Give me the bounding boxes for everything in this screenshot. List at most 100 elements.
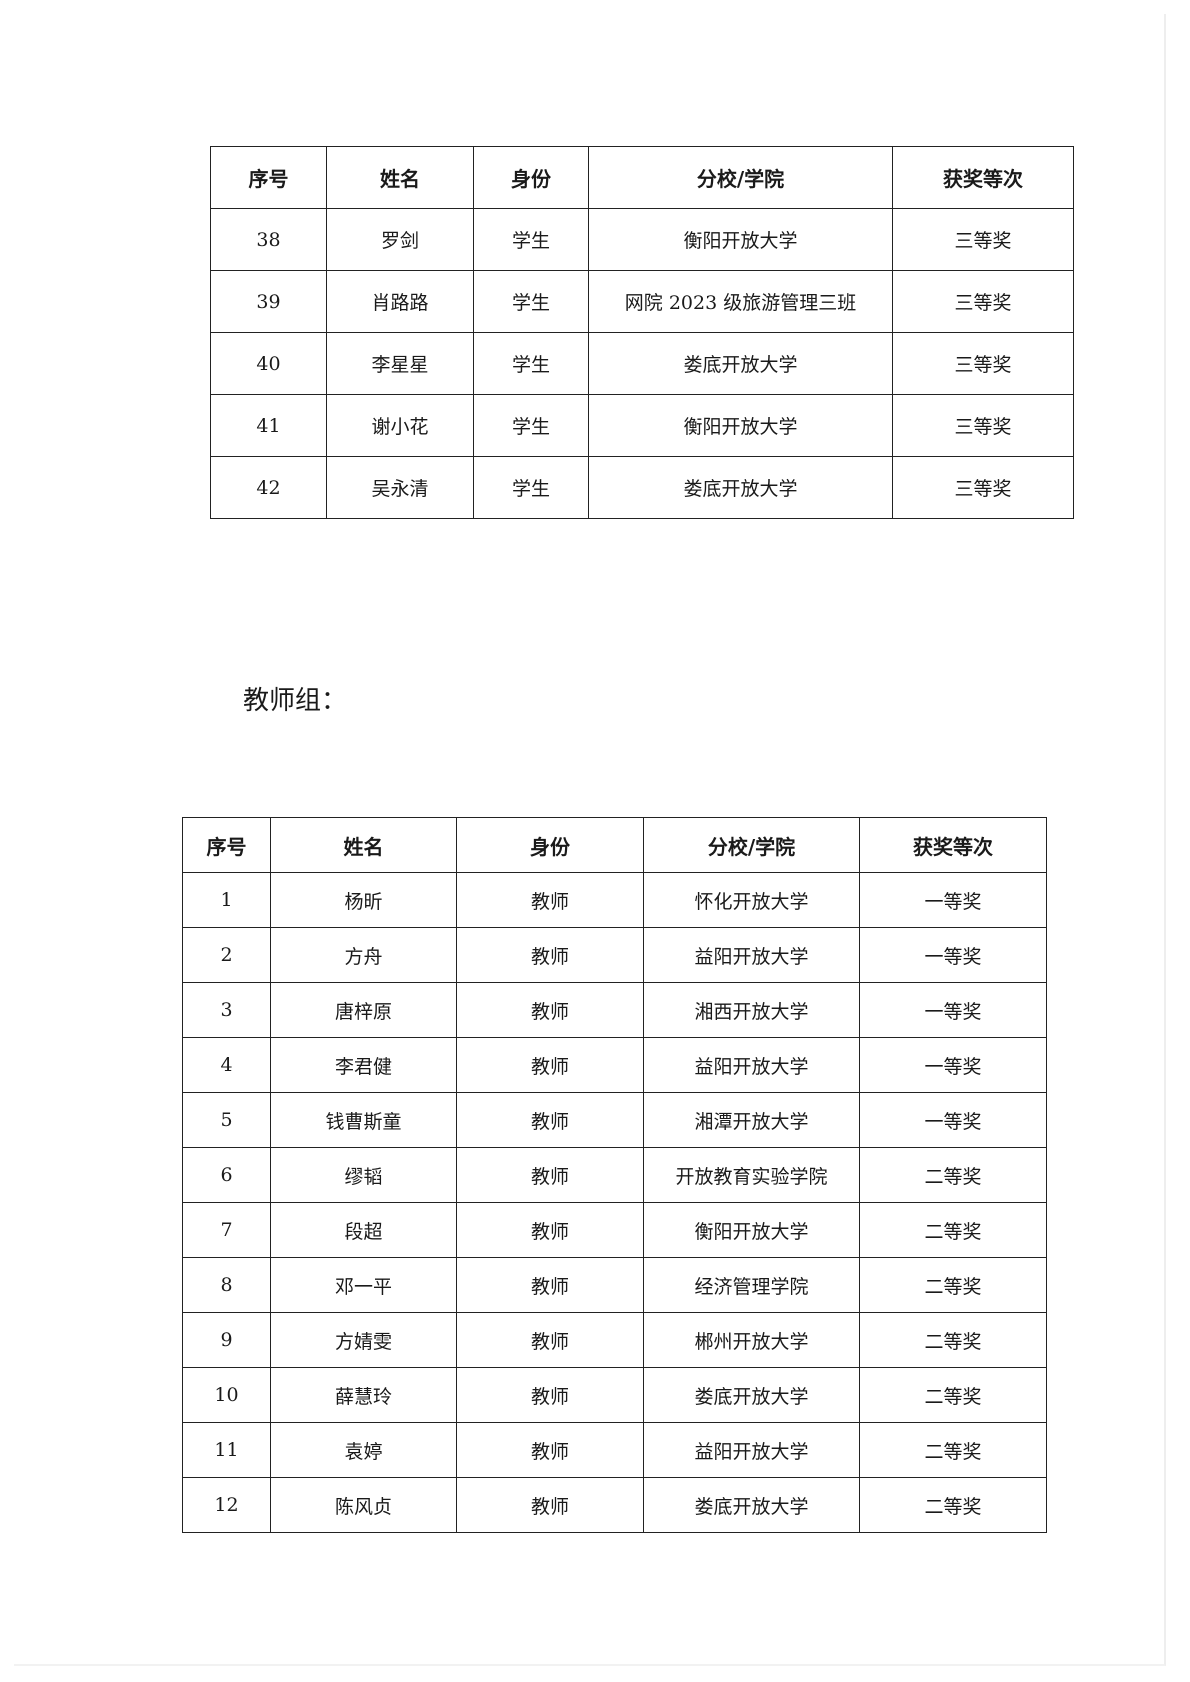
cell-index: 41 — [210, 394, 327, 457]
cell-school: 郴州开放大学 — [643, 1312, 860, 1368]
cell-school: 怀化开放大学 — [643, 872, 860, 928]
table-row: 8 邓一平 教师 经济管理学院 二等奖 — [182, 1257, 1047, 1313]
col-header-school: 分校/学院 — [643, 817, 860, 873]
cell-award: 三等奖 — [892, 332, 1074, 395]
cell-index: 4 — [182, 1037, 271, 1093]
table-row: 11 袁婷 教师 益阳开放大学 二等奖 — [182, 1422, 1047, 1478]
cell-name: 邓一平 — [270, 1257, 457, 1313]
table-row: 42 吴永清 学生 娄底开放大学 三等奖 — [210, 456, 1074, 519]
cell-name: 陈风贞 — [270, 1477, 457, 1533]
cell-name: 方舟 — [270, 927, 457, 983]
col-header-school: 分校/学院 — [588, 146, 893, 209]
cell-role: 教师 — [456, 1257, 644, 1313]
teacher-award-table: 序号 姓名 身份 分校/学院 获奖等次 1 杨昕 教师 怀化开放大学 一等奖 2 方舟 教师益… — [182, 817, 1047, 1533]
table-row: 5 钱曹斯童 教师 湘潭开放大学 一等奖 — [182, 1092, 1047, 1148]
cell-index: 8 — [182, 1257, 271, 1313]
cell-role: 学生 — [473, 332, 589, 395]
cell-index: 40 — [210, 332, 327, 395]
col-header-role: 身份 — [473, 146, 589, 209]
cell-index: 38 — [210, 208, 327, 271]
cell-award: 一等奖 — [859, 872, 1047, 928]
cell-award: 二等奖 — [859, 1422, 1047, 1478]
cell-award: 二等奖 — [859, 1202, 1047, 1258]
cell-award: 一等奖 — [859, 1037, 1047, 1093]
cell-award: 三等奖 — [892, 456, 1074, 519]
col-header-award: 获奖等次 — [892, 146, 1074, 209]
col-header-role: 身份 — [456, 817, 644, 873]
cell-school: 经济管理学院 — [643, 1257, 860, 1313]
cell-school: 衡阳开放大学 — [588, 208, 893, 271]
cell-award: 三等奖 — [892, 394, 1074, 457]
table-row: 10 薛慧玲 教师 娄底开放大学 二等奖 — [182, 1367, 1047, 1423]
cell-school: 益阳开放大学 — [643, 1422, 860, 1478]
cell-school: 娄底开放大学 — [643, 1477, 860, 1533]
cell-award: 一等奖 — [859, 1092, 1047, 1148]
cell-school: 益阳开放大学 — [643, 927, 860, 983]
cell-role: 教师 — [456, 982, 644, 1038]
cell-school: 衡阳开放大学 — [643, 1202, 860, 1258]
cell-school: 开放教育实验学院 — [643, 1147, 860, 1203]
cell-name: 唐梓原 — [270, 982, 457, 1038]
cell-school: 娄底开放大学 — [643, 1367, 860, 1423]
cell-role: 学生 — [473, 270, 589, 333]
cell-role: 教师 — [456, 1092, 644, 1148]
table-row: 3 唐梓原 教师 湘西开放大学 一等奖 — [182, 982, 1047, 1038]
cell-name: 罗剑 — [326, 208, 474, 271]
table-header-row: 序号 姓名 身份 分校/学院 获奖等次 — [210, 146, 1074, 209]
cell-school: 湘潭开放大学 — [643, 1092, 860, 1148]
cell-name: 段超 — [270, 1202, 457, 1258]
cell-name: 缪韬 — [270, 1147, 457, 1203]
col-header-index: 序号 — [210, 146, 327, 209]
table-row: 12 陈风贞 教师 娄底开放大学 二等奖 — [182, 1477, 1047, 1533]
cell-role: 教师 — [456, 1312, 644, 1368]
cell-index: 11 — [182, 1422, 271, 1478]
cell-school: 衡阳开放大学 — [588, 394, 893, 457]
cell-name: 李君健 — [270, 1037, 457, 1093]
cell-award: 一等奖 — [859, 982, 1047, 1038]
table-row: 7 段超 教师 衡阳开放大学 二等奖 — [182, 1202, 1047, 1258]
cell-index: 42 — [210, 456, 327, 519]
cell-award: 二等奖 — [859, 1147, 1047, 1203]
student-award-table: 序号 姓名 身份 分校/学院 获奖等次 38 罗剑 学生 衡阳开放大学 三等奖 39 肖路路… — [210, 146, 1074, 519]
cell-role: 教师 — [456, 927, 644, 983]
cell-name: 方婧雯 — [270, 1312, 457, 1368]
cell-name: 薛慧玲 — [270, 1367, 457, 1423]
cell-index: 10 — [182, 1367, 271, 1423]
cell-school: 网院 2023 级旅游管理三班 — [588, 270, 893, 333]
cell-award: 三等奖 — [892, 208, 1074, 271]
cell-role: 教师 — [456, 1147, 644, 1203]
cell-index: 39 — [210, 270, 327, 333]
col-header-name: 姓名 — [326, 146, 474, 209]
cell-index: 5 — [182, 1092, 271, 1148]
cell-award: 一等奖 — [859, 927, 1047, 983]
cell-school: 湘西开放大学 — [643, 982, 860, 1038]
cell-name: 吴永清 — [326, 456, 474, 519]
cell-index: 7 — [182, 1202, 271, 1258]
cell-school: 益阳开放大学 — [643, 1037, 860, 1093]
cell-name: 谢小花 — [326, 394, 474, 457]
cell-school: 娄底开放大学 — [588, 456, 893, 519]
cell-role: 教师 — [456, 872, 644, 928]
cell-name: 肖路路 — [326, 270, 474, 333]
page-edge — [14, 14, 1166, 1666]
cell-role: 教师 — [456, 1477, 644, 1533]
cell-award: 二等奖 — [859, 1257, 1047, 1313]
cell-award: 二等奖 — [859, 1367, 1047, 1423]
col-header-name: 姓名 — [270, 817, 457, 873]
cell-index: 1 — [182, 872, 271, 928]
cell-index: 9 — [182, 1312, 271, 1368]
cell-index: 12 — [182, 1477, 271, 1533]
cell-index: 3 — [182, 982, 271, 1038]
table-row: 2 方舟 教师 益阳开放大学 一等奖 — [182, 927, 1047, 983]
cell-role: 教师 — [456, 1422, 644, 1478]
table-row: 4 李君健 教师 益阳开放大学 一等奖 — [182, 1037, 1047, 1093]
cell-name: 袁婷 — [270, 1422, 457, 1478]
cell-award: 三等奖 — [892, 270, 1074, 333]
cell-role: 教师 — [456, 1037, 644, 1093]
table-row: 39 肖路路 学生 网院 2023 级旅游管理三班 三等奖 — [210, 270, 1074, 333]
table-row: 1 杨昕 教师 怀化开放大学 一等奖 — [182, 872, 1047, 928]
cell-role: 学生 — [473, 394, 589, 457]
cell-role: 学生 — [473, 456, 589, 519]
teacher-group-heading: 教师组： — [243, 686, 348, 716]
cell-school: 娄底开放大学 — [588, 332, 893, 395]
